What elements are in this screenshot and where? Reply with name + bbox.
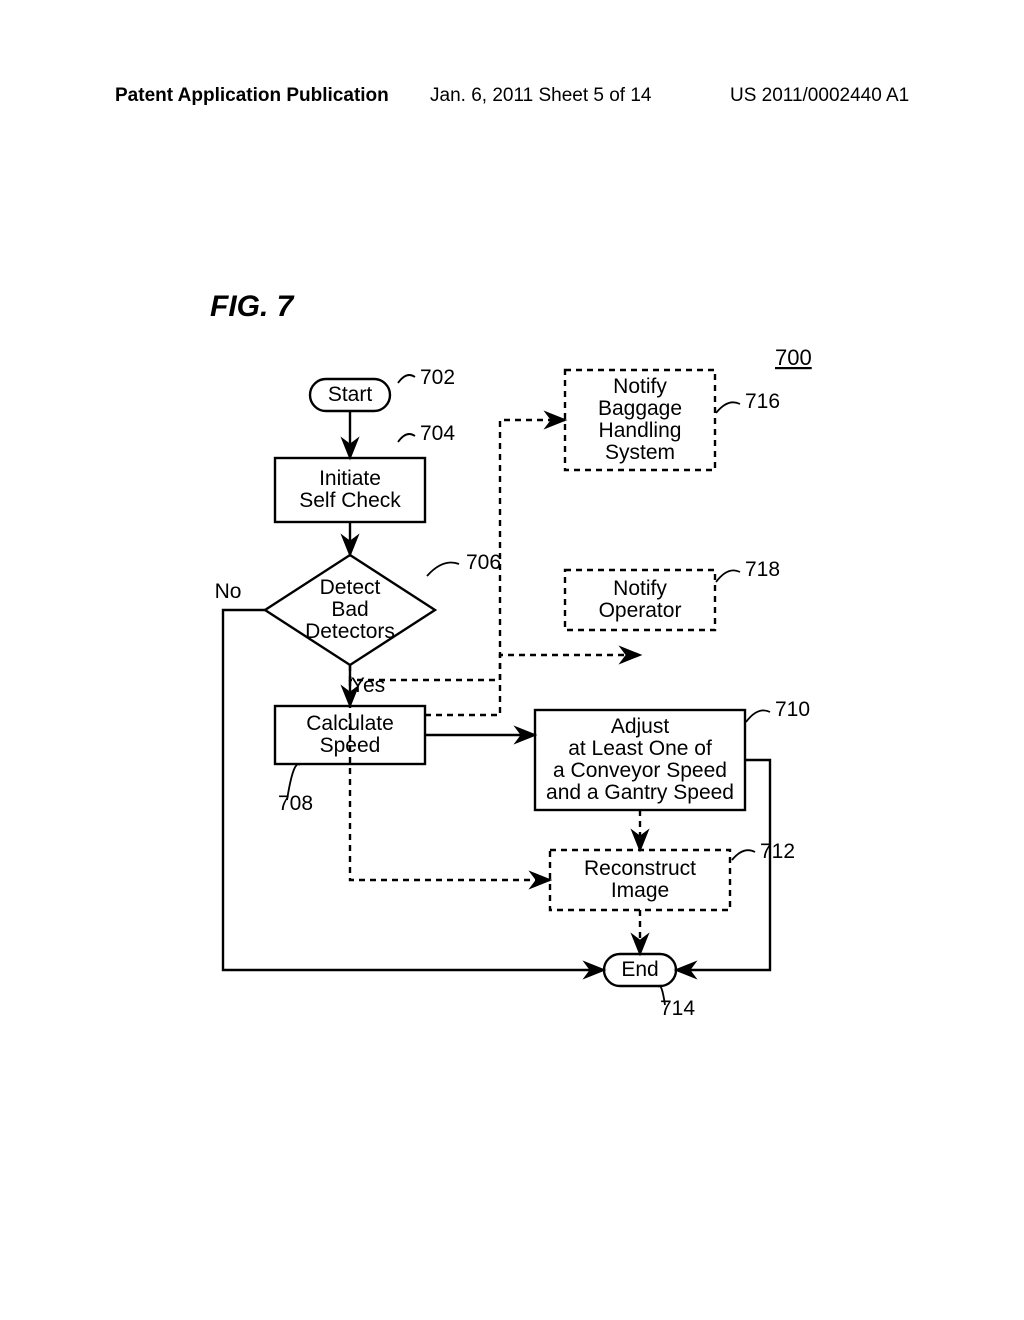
ref-700: 700 [775, 345, 812, 370]
edge-9 [350, 655, 640, 680]
node-detect: DetectBadDetectors 706 [265, 551, 501, 665]
page: Patent Application Publication Jan. 6, 2… [0, 0, 1024, 1320]
node-notify_bhs: NotifyBaggageHandlingSystem 716 [565, 370, 780, 470]
svg-text:Baggage: Baggage [598, 397, 682, 420]
node-start: Start 702 [310, 366, 455, 411]
svg-text:704: 704 [420, 422, 455, 445]
svg-text:End: End [621, 958, 658, 981]
svg-text:Detectors: Detectors [305, 620, 395, 643]
svg-text:and a Gantry Speed: and a Gantry Speed [546, 781, 734, 804]
flowchart: 700Start702InitiateSelf Check704DetectBa… [0, 0, 1024, 1320]
svg-text:System: System [605, 441, 675, 464]
svg-text:Notify: Notify [613, 577, 667, 600]
svg-text:Reconstruct: Reconstruct [584, 857, 696, 880]
svg-text:Notify: Notify [613, 375, 667, 398]
svg-text:Bad: Bad [331, 598, 368, 621]
node-init: InitiateSelf Check 704 [275, 422, 455, 522]
svg-text:714: 714 [660, 997, 695, 1020]
svg-text:Handling: Handling [599, 419, 682, 442]
svg-text:718: 718 [745, 558, 780, 581]
svg-text:Image: Image [611, 879, 669, 902]
svg-text:710: 710 [775, 698, 810, 721]
svg-text:Start: Start [328, 383, 373, 406]
svg-text:712: 712 [760, 840, 795, 863]
node-end: End714 [604, 954, 695, 1020]
node-recon: ReconstructImage 712 [550, 840, 795, 910]
svg-text:at Least One of: at Least One of [568, 737, 712, 760]
node-adjust: Adjustat Least One ofa Conveyor Speedand… [535, 698, 810, 810]
svg-text:Operator: Operator [599, 599, 682, 622]
svg-text:716: 716 [745, 390, 780, 413]
svg-text:706: 706 [466, 551, 501, 574]
svg-text:a Conveyor Speed: a Conveyor Speed [553, 759, 727, 782]
svg-text:Self Check: Self Check [299, 489, 401, 512]
svg-text:702: 702 [420, 366, 455, 389]
edge-label-3: No [215, 580, 242, 603]
svg-text:Detect: Detect [320, 576, 381, 599]
svg-text:708: 708 [278, 792, 313, 815]
svg-text:Initiate: Initiate [319, 467, 381, 490]
edge-label-2: Yes [351, 674, 385, 697]
svg-text:Adjust: Adjust [611, 715, 670, 738]
node-notify_op: NotifyOperator 718 [565, 558, 780, 630]
